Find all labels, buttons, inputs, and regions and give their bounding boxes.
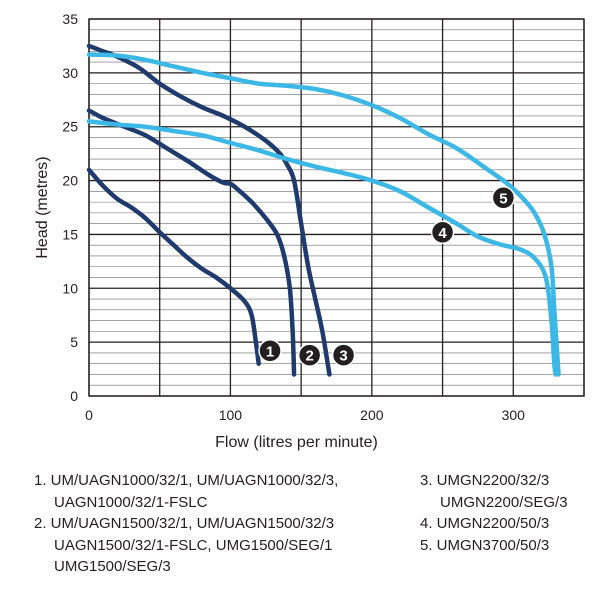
- x-tick-label: 100: [219, 407, 243, 423]
- legend-line: UMG1500/SEG/3: [54, 558, 171, 575]
- marker-number: 4: [438, 225, 447, 242]
- marker-circle: [258, 339, 282, 363]
- marker-circle: [430, 220, 455, 245]
- y-tick-label: 30: [62, 65, 78, 81]
- y-tick-label: 5: [70, 334, 78, 350]
- y-tick-label: 0: [70, 388, 78, 404]
- legend-line: UAGN1500/32/1-FSLC, UMG1500/SEG/1: [54, 536, 333, 554]
- series-line-3: [86, 43, 332, 377]
- x-tick-label: 0: [85, 407, 93, 423]
- y-tick-label: 20: [62, 173, 78, 189]
- series-line-1: [86, 167, 261, 366]
- x-tick-label: 200: [360, 407, 384, 423]
- marker-number: 2: [305, 348, 313, 365]
- legend-line: UMGN2200/SEG/3: [440, 493, 568, 511]
- marker-circle: [491, 186, 516, 210]
- series-marker-1: 1: [258, 339, 282, 363]
- series-line-5: [86, 52, 561, 377]
- y-tick-label: 35: [62, 11, 78, 27]
- legend-line: 2. UM/UAGN1500/32/1, UM/UAGN1500/32/3: [34, 515, 335, 532]
- marker-number: 1: [266, 343, 274, 360]
- legend-line: 4. UMGN2200/50/3: [420, 515, 550, 532]
- marker-number: 3: [339, 348, 347, 365]
- y-axis-label: Head (metres): [34, 156, 51, 258]
- marker-number: 5: [499, 190, 507, 207]
- legend-line: 1. UM/UAGN1000/32/1, UM/UAGN1000/32/3,: [34, 472, 339, 489]
- x-axis-label: Flow (litres per minute): [215, 434, 378, 451]
- legend-right-column: 3. UMGN2200/32/3 UMGN2200/SEG/3 4. UMGN2…: [420, 470, 568, 556]
- legend-left-column: 1. UM/UAGN1000/32/1, UM/UAGN1000/32/3, U…: [34, 470, 338, 578]
- legend-line: 3. UMGN2200/32/3: [420, 472, 550, 489]
- marker-circle: [331, 343, 356, 367]
- y-tick-label: 15: [62, 226, 78, 242]
- legend-line: 5. UMGN3700/50/3: [420, 536, 550, 554]
- marker-circle: [297, 343, 322, 367]
- series-marker-2: 2: [297, 343, 322, 367]
- y-tick-label: 10: [62, 280, 78, 296]
- legend-line: UAGN1000/32/1-FSLC: [54, 493, 208, 511]
- series-line-2: [86, 108, 297, 377]
- y-tick-label: 25: [62, 119, 78, 135]
- series-line-4: [86, 119, 558, 377]
- series-marker-4: 4: [430, 220, 455, 245]
- series-marker-5: 5: [491, 186, 516, 210]
- series-marker-3: 3: [331, 343, 356, 367]
- plot-frame: [88, 18, 585, 397]
- x-tick-label: 300: [502, 407, 526, 423]
